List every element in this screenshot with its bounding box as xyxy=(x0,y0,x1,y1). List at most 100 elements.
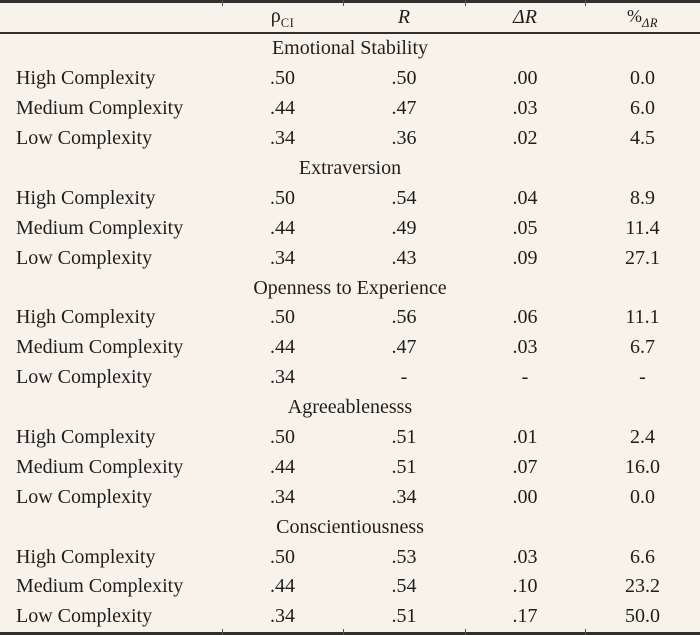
cell-r: .47 xyxy=(391,336,417,359)
row-label: Low Complexity xyxy=(16,485,153,508)
table-row: Low Complexity .34 .36 .02 4.5 xyxy=(0,124,700,154)
cell-r: .34 xyxy=(391,485,417,508)
cell-delta-r: .03 xyxy=(512,97,538,120)
cell-rho-ci: .34 xyxy=(270,605,295,628)
cell-pct-delta-r: 27.1 xyxy=(625,246,660,269)
cell-pct-delta-r: 2.4 xyxy=(630,426,655,449)
cell-rho-ci: .50 xyxy=(270,186,295,209)
cell-r: .54 xyxy=(391,575,417,598)
row-label: Low Complexity xyxy=(16,605,153,628)
cell-rho-ci: .44 xyxy=(270,216,295,239)
cell-pct-delta-r: 50.0 xyxy=(625,605,660,628)
column-boundary-tick xyxy=(465,0,466,6)
cell-pct-delta-r: 11.4 xyxy=(625,216,660,239)
table-row: High Complexity .50 .54 .04 8.9 xyxy=(0,183,700,213)
section-title: Openness to Experience xyxy=(253,276,447,299)
section-header-row: Extraversion xyxy=(0,154,700,184)
section-title: Emotional Stability xyxy=(271,37,429,60)
column-boundary-tick xyxy=(585,0,586,6)
cell-r: .53 xyxy=(391,545,417,568)
section-title: Extraversion xyxy=(298,157,402,179)
cell-r: .54 xyxy=(391,186,417,209)
table-row: High Complexity .50 .51 .01 2.4 xyxy=(0,423,700,453)
cell-rho-ci: .34 xyxy=(270,246,295,269)
cell-rho-ci: .50 xyxy=(270,306,295,329)
cell-delta-r: .07 xyxy=(512,455,538,478)
cell-delta-r: .03 xyxy=(512,336,538,359)
cell-rho-ci: .34 xyxy=(270,366,295,389)
cell-delta-r: .17 xyxy=(512,605,538,628)
cell-delta-r: .10 xyxy=(512,575,538,598)
cell-delta-r: .04 xyxy=(512,186,538,209)
cell-r: .49 xyxy=(391,216,417,239)
rho-subscript: CI xyxy=(280,15,295,30)
column-header-pct-delta-r: %ΔR xyxy=(585,5,700,31)
cell-rho-ci: .34 xyxy=(270,127,295,150)
cell-r: .51 xyxy=(391,605,417,628)
table-body: Emotional Stability High Complexity .50 … xyxy=(0,34,700,632)
column-boundary-tick xyxy=(222,0,223,6)
cell-pct-delta-r: 6.0 xyxy=(630,97,655,120)
cell-r: .51 xyxy=(391,426,417,449)
section-header-row: Agreeablenesss xyxy=(0,393,700,423)
section-header-row: Emotional Stability xyxy=(0,34,700,64)
cell-rho-ci: .50 xyxy=(270,426,295,449)
row-label: High Complexity xyxy=(16,306,156,329)
column-boundary-tick xyxy=(222,629,223,635)
cell-delta-r: .00 xyxy=(512,67,538,90)
cell-delta-r: .01 xyxy=(512,426,538,449)
cell-delta-r: - xyxy=(521,366,529,389)
column-header-r: R xyxy=(397,6,411,28)
cell-delta-r: .05 xyxy=(512,216,538,239)
rho-symbol: ρ xyxy=(270,4,281,27)
cell-rho-ci: .44 xyxy=(270,97,295,120)
cell-pct-delta-r: 11.1 xyxy=(625,306,660,329)
column-boundary-tick xyxy=(343,629,344,635)
cell-delta-r: .03 xyxy=(512,545,538,568)
cell-pct-delta-r: 16.0 xyxy=(625,455,660,478)
cell-pct-delta-r: 6.7 xyxy=(630,336,655,359)
cell-rho-ci: .50 xyxy=(270,67,295,90)
cell-rho-ci: .44 xyxy=(270,575,295,598)
table-row: Medium Complexity .44 .51 .07 16.0 xyxy=(0,452,700,482)
cell-delta-r: .06 xyxy=(512,306,538,329)
column-boundary-tick xyxy=(343,0,344,6)
table-row: Medium Complexity .44 .47 .03 6.0 xyxy=(0,94,700,124)
section-header-row: Conscientiousness xyxy=(0,512,700,542)
cell-r: .50 xyxy=(391,67,417,90)
percent-symbol: % xyxy=(627,5,642,26)
table-row: High Complexity .50 .50 .00 0.0 xyxy=(0,64,700,94)
row-label: Medium Complexity xyxy=(16,336,184,359)
table-row: Medium Complexity .44 .49 .05 11.4 xyxy=(0,213,700,243)
section-title: Agreeablenesss xyxy=(287,396,413,419)
row-label: Medium Complexity xyxy=(16,97,184,120)
cell-r: .47 xyxy=(391,97,417,120)
row-label: High Complexity xyxy=(16,545,156,568)
cell-pct-delta-r: 23.2 xyxy=(625,575,660,598)
cell-pct-delta-r: 0.0 xyxy=(630,485,655,508)
cell-rho-ci: .34 xyxy=(270,485,295,508)
table-row: High Complexity .50 .53 .03 6.6 xyxy=(0,542,700,572)
cell-rho-ci: .44 xyxy=(270,455,295,478)
cell-delta-r: .09 xyxy=(512,246,538,269)
section-header-row: Openness to Experience xyxy=(0,273,700,303)
cell-pct-delta-r: - xyxy=(639,366,646,389)
row-label: High Complexity xyxy=(16,186,156,209)
cell-pct-delta-r: 6.6 xyxy=(630,545,655,568)
cell-delta-r: .02 xyxy=(512,127,538,150)
row-label: Medium Complexity xyxy=(16,216,184,239)
column-boundary-tick xyxy=(585,629,586,635)
cell-r: .36 xyxy=(391,127,417,150)
section-title: Conscientiousness xyxy=(276,515,424,538)
column-boundary-tick xyxy=(465,629,466,635)
header-row: ρCI R ΔR %ΔR xyxy=(0,3,700,34)
row-label: Low Complexity xyxy=(16,127,153,150)
cell-rho-ci: .44 xyxy=(270,336,295,359)
cell-pct-delta-r: 8.9 xyxy=(630,186,655,209)
table-row: Low Complexity .34 .51 .17 50.0 xyxy=(0,602,700,632)
cell-rho-ci: .50 xyxy=(270,545,295,568)
row-label: Low Complexity xyxy=(16,246,153,269)
cell-r: .56 xyxy=(391,306,417,329)
row-label: High Complexity xyxy=(16,67,156,90)
